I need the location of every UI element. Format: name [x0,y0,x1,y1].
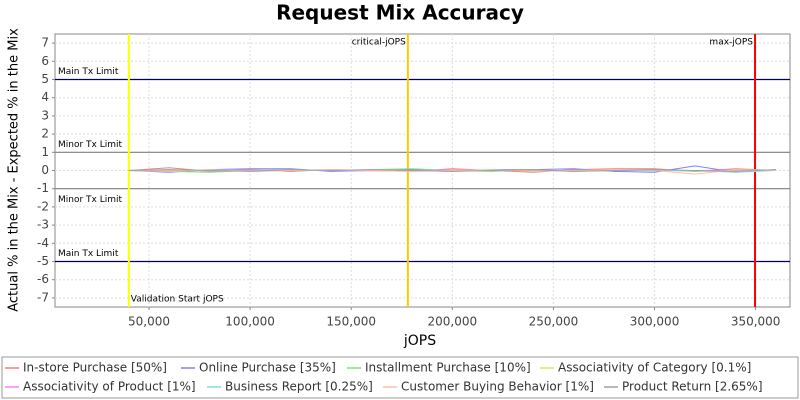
legend-label: Associativity of Category [0.1%] [558,361,751,375]
chart-title: Request Mix Accuracy [276,1,524,25]
y-tick-label: -2 [37,199,49,213]
limit-label: Main Tx Limit [58,67,119,77]
y-tick-label: -1 [37,181,49,195]
legend-label: Installment Purchase [10%] [365,361,531,375]
x-tick-label: 300,000 [630,315,680,329]
limit-label: Minor Tx Limit [58,195,123,205]
y-tick-label: 3 [41,108,49,122]
series-line [128,169,776,172]
legend-label: In-store Purchase [50%] [23,361,167,375]
legend-label: Associativity of Product [1%] [23,380,196,394]
y-tick-label: 7 [41,36,49,50]
jops-marker-label: max-jOPS [709,38,753,48]
x-tick-label: 150,000 [326,315,376,329]
y-tick-label: 2 [41,127,49,141]
x-tick-label: 50,000 [128,315,170,329]
x-tick-label: 350,000 [731,315,781,329]
jops-marker-label: critical-jOPS [352,38,406,48]
x-axis-label: jOPS [403,333,436,349]
legend-label: Business Report [0.25%] [225,380,373,394]
y-axis-label: Actual % in the Mix - Expected % in the … [7,28,22,312]
y-tick-label: 6 [41,54,49,68]
x-tick-label: 200,000 [428,315,478,329]
legend-label: Online Purchase [35%] [199,361,336,375]
y-tick-label: 1 [41,145,49,159]
legend-label: Product Return [2.65%] [622,380,763,394]
limit-label: Minor Tx Limit [58,140,123,150]
y-tick-label: -4 [37,236,49,250]
legend-box [1,356,799,399]
legend-label: Customer Buying Behavior [1%] [401,380,594,394]
x-tick-label: 250,000 [529,315,579,329]
y-tick-label: -5 [37,254,49,268]
jops-marker-label: Validation Start jOPS [131,295,224,305]
x-tick-label: 100,000 [225,315,275,329]
y-tick-label: -7 [37,290,49,304]
limit-label: Main Tx Limit [58,249,119,259]
y-tick-label: -3 [37,218,49,232]
y-tick-label: 5 [41,72,49,86]
y-tick-label: -6 [37,272,49,286]
y-tick-label: 4 [41,90,49,104]
y-tick-label: 0 [41,163,49,177]
